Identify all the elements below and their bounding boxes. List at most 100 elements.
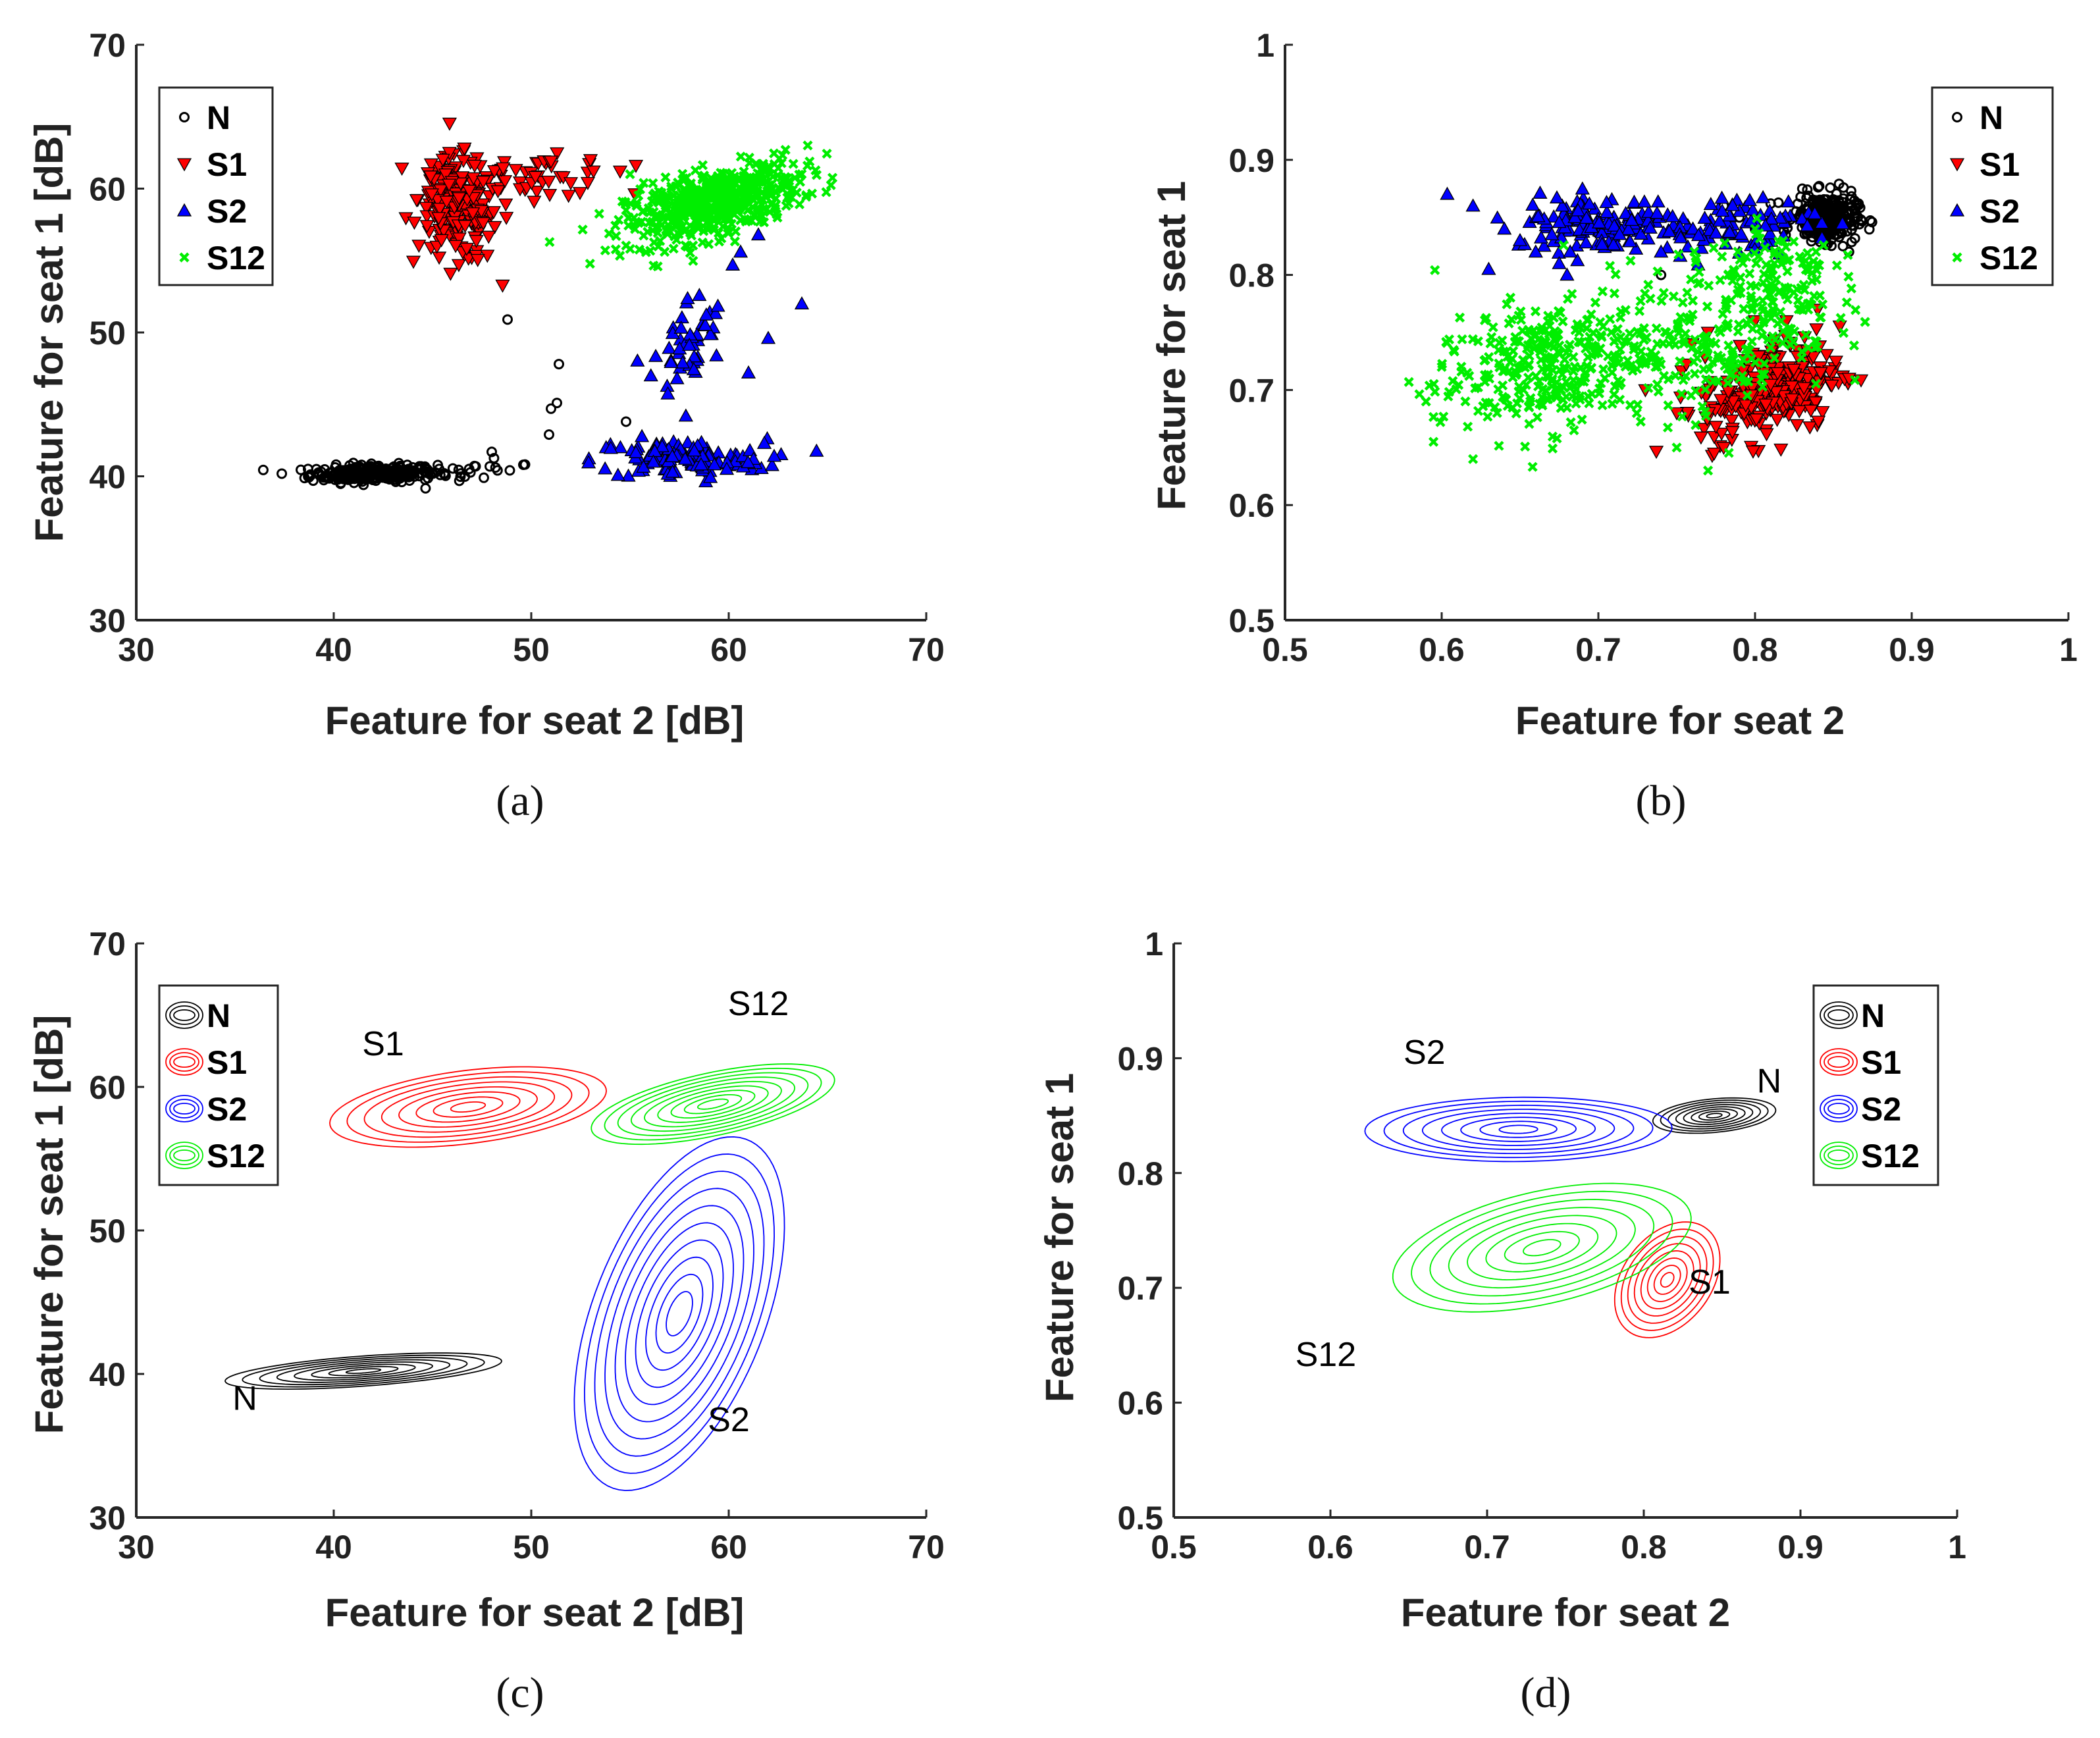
data-point [1658,371,1669,381]
contour-ring [329,1066,607,1148]
data-point [458,220,473,234]
contour-ring [311,1363,416,1379]
data-point [1745,382,1760,396]
data-point [702,327,718,340]
data-point [1531,371,1541,381]
data-point [754,217,765,227]
data-point [1590,297,1601,308]
data-point [708,305,723,319]
data-point [1702,301,1713,312]
data-point [543,155,559,169]
data-point [502,314,513,325]
data-point [1815,406,1830,419]
data-point [1777,326,1789,336]
data-point [739,173,750,184]
data-point [740,203,751,213]
data-point [1686,274,1696,285]
data-point [1750,357,1761,367]
data-point [423,158,439,172]
contour-ring [259,1357,468,1386]
data-point [1753,251,1764,261]
data-point [321,471,332,482]
data-point [652,261,663,272]
contour-ring [644,1080,782,1128]
data-point [1665,209,1680,223]
data-point [1745,268,1755,279]
data-point [1609,389,1619,400]
data-point [1687,309,1698,320]
data-point [1470,383,1481,394]
data-point [586,165,601,179]
y-tick-label: 0.8 [1228,257,1274,294]
data-point [1786,324,1797,334]
data-point [594,209,604,219]
data-point [809,443,824,457]
data-point [1843,271,1854,282]
data-point [708,174,718,185]
legend-label-S2: S2 [207,1091,247,1128]
panel-a-axes: 30 40 50 60 70 30 40 50 60 70 [89,27,944,668]
data-point [1627,194,1642,208]
panel-b: Feature for seat 2 Feature for seat 1 (b… [1149,181,1845,825]
data-point [362,461,373,473]
data-point [615,250,625,261]
data-point [1733,246,1743,257]
data-point [1675,311,1686,323]
data-point [1546,381,1558,392]
data-point [1751,258,1762,269]
legend-label-S12: S12 [1861,1138,1920,1174]
data-point [465,207,481,221]
data-point [1607,218,1622,232]
data-point [1758,317,1769,328]
contour-ring [345,1368,382,1374]
data-point [682,337,697,351]
panel-a-legend: N S1 S2 S12 [158,86,274,286]
panel-c-legend: N S1 S2 S12 [158,984,279,1186]
data-point [637,217,647,227]
data-point [419,201,434,215]
data-point [1765,290,1775,300]
data-point [1583,391,1594,402]
data-point [1529,344,1539,354]
data-point [1494,362,1505,373]
data-point [1656,359,1666,369]
data-point [693,457,709,471]
data-point [480,250,495,263]
data-point [311,463,322,475]
data-point [276,468,288,479]
data-point [598,461,613,475]
data-point [1533,230,1549,244]
data-point [1701,337,1712,348]
data-point [1781,290,1791,300]
y-tick-label: 0.7 [1117,1270,1163,1307]
data-point [1582,196,1597,210]
data-point [1594,236,1610,250]
data-point [1596,330,1606,340]
data-point [1599,205,1615,219]
data-point [1800,373,1816,386]
data-point [1644,352,1655,363]
data-point [1620,305,1631,315]
data-point [1560,354,1570,365]
data-point [1481,261,1496,275]
legend-swatch-S12 [1952,252,1962,263]
data-point [1800,330,1811,340]
data-point [742,196,752,206]
y-tick-label: 1 [1256,27,1274,64]
legend-swatch-S2 [1820,1095,1858,1122]
data-point [1827,213,1839,224]
contour-ring [363,1076,573,1138]
data-point [666,183,677,194]
data-point [456,155,471,169]
x-tick-label: 40 [315,631,352,668]
panel-c-label: (c) [496,1669,544,1717]
data-point [735,215,746,226]
data-point [692,219,703,230]
data-point [756,435,772,449]
data-point [1650,350,1661,361]
series-S12: S12 [1296,1182,1692,1374]
data-point [1694,240,1709,254]
series-S12 [544,140,838,272]
data-point [1671,442,1682,453]
data-point [671,234,682,245]
